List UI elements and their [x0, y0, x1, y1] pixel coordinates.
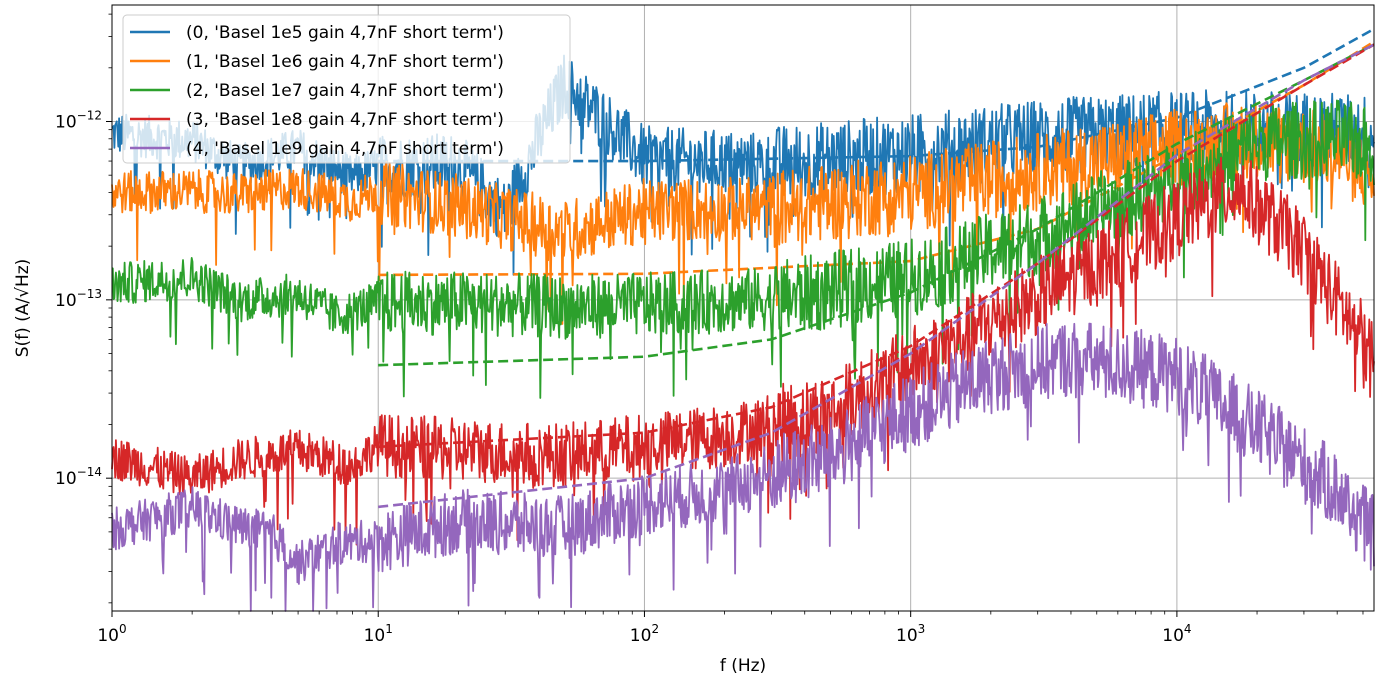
- series-4-measured-line: [111, 322, 1375, 612]
- x-axis-label: f (Hz): [720, 656, 766, 676]
- y-axis-label: S(f) (A/√Hz): [13, 259, 33, 358]
- y-tick-label: 10−13: [55, 287, 102, 311]
- legend-frame: [122, 14, 571, 164]
- series-2-model-line: [378, 43, 1375, 367]
- x-tick-label: 100: [97, 622, 126, 646]
- legend: (0, 'Basel 1e5 gain 4,7nF short term') (1…: [122, 14, 571, 164]
- series-4: [111, 43, 1375, 612]
- y-tick-label: 10−12: [55, 108, 102, 132]
- axis-ticks: 100 101 102 103 104 10−14 10−13 10−12: [55, 13, 1364, 646]
- x-tick-label: 103: [896, 622, 925, 646]
- series-3: [111, 43, 1375, 546]
- series-4-model-line: [378, 43, 1375, 509]
- x-tick-label: 104: [1162, 622, 1191, 646]
- x-tick-label: 102: [630, 622, 659, 646]
- series-3-model-line: [378, 43, 1375, 449]
- legend-label: (0, 'Basel 1e5 gain 4,7nF short term'): [186, 23, 504, 43]
- legend-label: (4, 'Basel 1e9 gain 4,7nF short term'): [186, 139, 504, 159]
- x-tick-label: 101: [364, 622, 393, 646]
- series-layer: [111, 27, 1375, 612]
- series-3-measured-line: [111, 156, 1375, 546]
- legend-label: (3, 'Basel 1e8 gain 4,7nF short term'): [186, 110, 504, 130]
- series-0-model-line: [378, 27, 1375, 163]
- legend-label: (1, 'Basel 1e6 gain 4,7nF short term'): [186, 52, 504, 72]
- legend-label: (2, 'Basel 1e7 gain 4,7nF short term'): [186, 81, 504, 101]
- y-tick-label: 10−14: [55, 465, 102, 489]
